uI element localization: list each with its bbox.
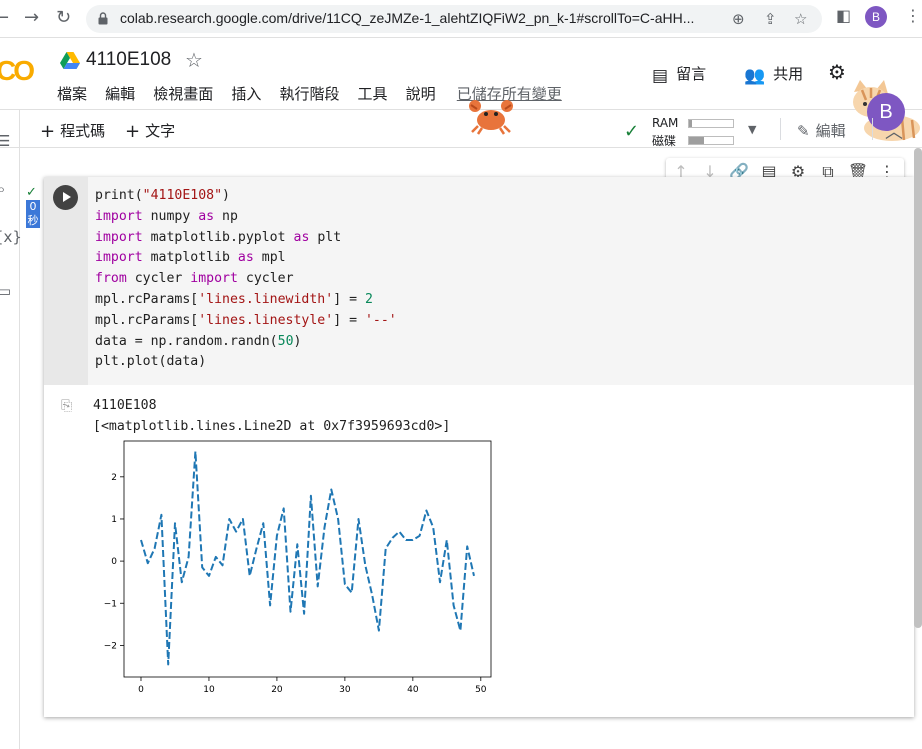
- more-options-icon[interactable]: ⋮: [879, 162, 895, 181]
- move-down-icon[interactable]: ↓: [703, 162, 717, 181]
- share-label: 共用: [773, 65, 804, 83]
- code-text[interactable]: print("4110E108") import numpy as np imp…: [95, 188, 397, 370]
- data-series-line: [140, 450, 475, 666]
- x-tick-label: 10: [203, 685, 215, 695]
- comment-button[interactable]: ▤ 留言: [652, 63, 706, 86]
- y-tick-label: 1: [111, 515, 117, 525]
- search-icon[interactable]: ⌕: [0, 180, 6, 198]
- plot-axes-frame: [123, 440, 492, 678]
- menu-edit[interactable]: 編輯: [105, 85, 136, 103]
- comment-icon: ▤: [652, 66, 669, 86]
- menu-help[interactable]: 說明: [405, 85, 436, 103]
- code-snippets-icon[interactable]: {x}: [0, 228, 22, 246]
- settings-gear-icon[interactable]: ⚙: [790, 162, 806, 181]
- y-tick-label: −1: [104, 599, 117, 609]
- add-code-cell-button[interactable]: + 程式碼: [40, 120, 105, 142]
- add-code-label: 程式碼: [60, 122, 106, 140]
- x-tick-label: 0: [138, 685, 144, 695]
- save-status[interactable]: 已儲存所有變更: [456, 85, 562, 103]
- people-icon: 👥: [744, 66, 766, 86]
- ram-usage-bar: [688, 119, 734, 128]
- scrollbar[interactable]: [914, 148, 922, 628]
- url-text: colab.research.google.com/drive/11CQ_zeJ…: [120, 10, 695, 26]
- add-text-label: 文字: [145, 122, 176, 140]
- menu-file[interactable]: 檔案: [57, 85, 88, 103]
- run-cell-button[interactable]: [53, 185, 78, 210]
- menu-bar: 檔案 編輯 檢視畫面 插入 執行階段 工具 說明 已儲存所有變更: [57, 83, 562, 103]
- lock-icon: [98, 12, 108, 25]
- colab-header: CO 4110E108 ☆ 檔案 編輯 檢視畫面 插入 執行階段 工具 說明 已…: [0, 38, 922, 141]
- x-tick-label: 50: [475, 685, 487, 695]
- add-text-cell-button[interactable]: + 文字: [125, 120, 175, 142]
- x-tick-label: 30: [339, 685, 351, 695]
- edit-mode-button[interactable]: ✎ 編輯: [797, 120, 846, 141]
- execution-check-icon: ✓: [26, 185, 37, 200]
- browser-toolbar: ← → ↻ colab.research.google.com/drive/11…: [0, 0, 922, 38]
- side-panel-icon[interactable]: ◧: [836, 6, 852, 25]
- x-tick-label: 40: [407, 685, 419, 695]
- notebook-title[interactable]: 4110E108: [86, 49, 172, 70]
- move-up-icon[interactable]: ↑: [674, 162, 688, 181]
- disk-usage-fill: [689, 137, 705, 144]
- menu-insert[interactable]: 插入: [231, 85, 262, 103]
- toolbar-divider: [872, 118, 873, 140]
- forward-icon[interactable]: →: [24, 7, 40, 28]
- connected-check-icon: ✓: [624, 121, 640, 142]
- edit-label: 編輯: [815, 122, 846, 140]
- settings-gear-icon[interactable]: ⚙: [828, 60, 846, 84]
- delete-icon[interactable]: 🗑: [847, 162, 869, 181]
- menu-runtime[interactable]: 執行階段: [279, 85, 340, 103]
- star-icon[interactable]: ☆: [185, 48, 203, 72]
- clear-output-icon[interactable]: ⎘: [61, 398, 73, 414]
- address-bar[interactable]: colab.research.google.com/drive/11CQ_zeJ…: [86, 5, 822, 33]
- crab-mascot-icon: [469, 100, 513, 135]
- plus-icon: +: [40, 121, 56, 142]
- bookmark-star-icon[interactable]: ☆: [794, 10, 808, 28]
- table-of-contents-icon[interactable]: ☰: [0, 132, 11, 150]
- output-line: 4110E108: [93, 398, 157, 413]
- browser-profile-avatar[interactable]: B: [865, 6, 887, 28]
- files-icon[interactable]: ▭: [0, 282, 12, 300]
- comment-label: 留言: [676, 65, 707, 83]
- toolbar-divider: [780, 118, 781, 140]
- y-tick-label: 0: [111, 557, 117, 567]
- left-sidebar: ☰ ⌕ {x} ▭: [0, 110, 22, 749]
- y-tick-label: 2: [111, 473, 117, 483]
- google-drive-icon[interactable]: [60, 52, 80, 70]
- browser-menu-icon[interactable]: ⋮: [905, 6, 921, 25]
- chevron-down-icon[interactable]: ▼: [748, 123, 757, 136]
- chevron-up-icon[interactable]: ︿: [885, 122, 903, 143]
- ram-label: RAM: [652, 116, 679, 130]
- disk-label: 磁碟: [652, 134, 677, 148]
- execution-time: 0 秒: [26, 200, 40, 228]
- share-page-icon[interactable]: ⇪: [764, 10, 777, 28]
- cell-output: 4110E108 [<matplotlib.lines.Line2D at 0x7…: [93, 396, 450, 438]
- disk-usage-bar: [688, 136, 734, 145]
- pencil-icon: ✎: [797, 122, 810, 140]
- reload-icon[interactable]: ↻: [56, 7, 72, 28]
- notebook-toolbar: + 程式碼 + 文字 ✓ RAM 磁碟 ▼ ✎ 編輯 ︿: [0, 110, 922, 148]
- colab-logo[interactable]: CO: [0, 55, 35, 86]
- mirror-cell-icon[interactable]: ⧉: [822, 162, 834, 181]
- code-editor[interactable]: print("4110E108") import numpy as np imp…: [88, 177, 914, 385]
- share-button[interactable]: 👥 共用: [744, 63, 803, 86]
- comment-icon[interactable]: ▤: [761, 162, 777, 181]
- code-cell[interactable]: print("4110E108") import numpy as np imp…: [44, 177, 914, 717]
- x-tick-label: 20: [271, 685, 283, 695]
- plus-icon: +: [125, 121, 141, 142]
- execution-status: ✓ 0 秒: [26, 186, 40, 228]
- y-tick-label: −2: [104, 641, 117, 651]
- output-line: [<matplotlib.lines.Line2D at 0x7f3959693…: [93, 418, 451, 434]
- user-avatar[interactable]: B: [867, 93, 905, 131]
- zoom-icon[interactable]: ⊕: [732, 10, 745, 28]
- back-icon[interactable]: ←: [0, 7, 10, 28]
- ram-usage-fill: [689, 120, 692, 127]
- cell-gutter: [44, 177, 88, 385]
- menu-tools[interactable]: 工具: [357, 85, 388, 103]
- link-icon[interactable]: 🔗: [729, 162, 749, 181]
- menu-view[interactable]: 檢視畫面: [153, 85, 214, 103]
